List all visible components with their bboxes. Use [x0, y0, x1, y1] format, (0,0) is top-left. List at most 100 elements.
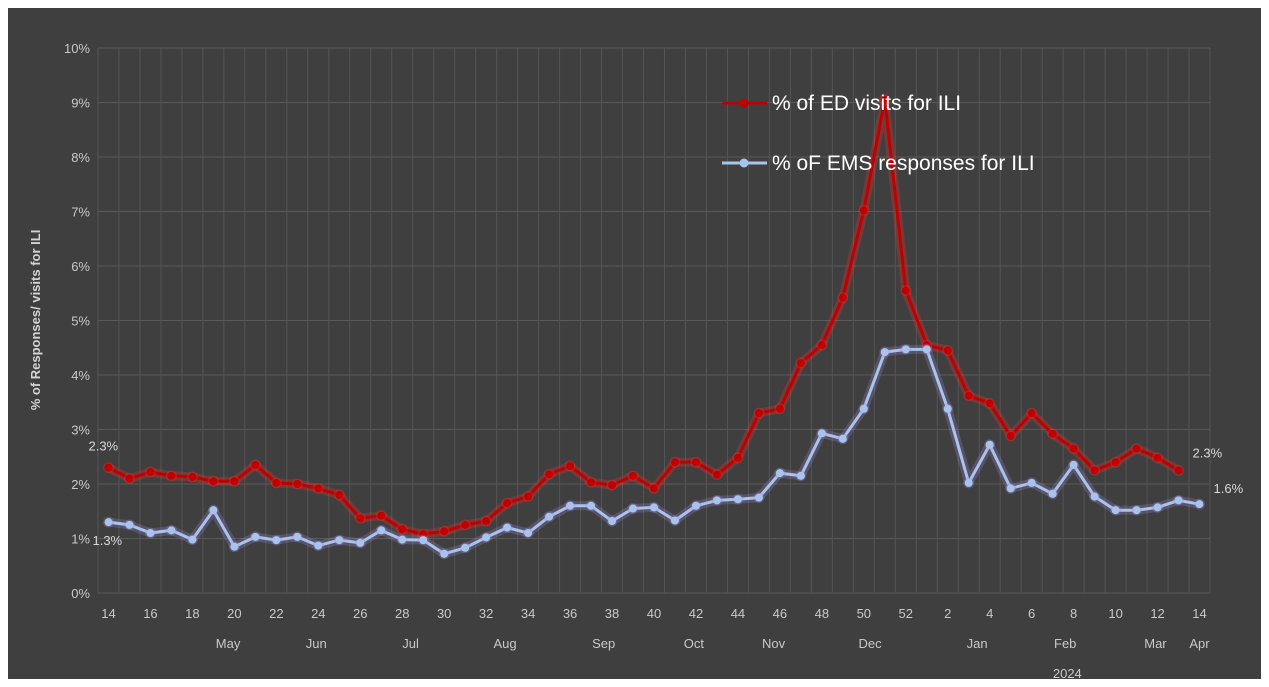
data-point: [943, 346, 952, 355]
data-point: [775, 469, 784, 478]
data-point: [1195, 500, 1204, 509]
data-point: [524, 529, 533, 538]
data-point: [650, 484, 658, 493]
data-point: [335, 490, 344, 499]
data-point: [503, 499, 512, 508]
data-point: [733, 453, 742, 462]
data-point: [712, 496, 721, 505]
data-point: [167, 471, 176, 480]
y-tick-label: 4%: [71, 368, 90, 383]
data-point: [482, 517, 491, 526]
x-tick-label: 30: [437, 606, 451, 621]
y-axis-label: % of Responses/ visits for ILI: [28, 230, 43, 411]
x-tick-label: 46: [773, 606, 787, 621]
month-label: May: [216, 636, 241, 651]
data-point: [1174, 496, 1183, 505]
data-point: [272, 536, 281, 545]
data-point: [566, 501, 575, 510]
data-point: [1174, 466, 1183, 475]
x-tick-label: 18: [185, 606, 199, 621]
data-point: [104, 518, 113, 527]
data-point: [230, 542, 239, 551]
data-point: [964, 478, 973, 487]
data-point: [859, 206, 868, 215]
data-point: [608, 517, 617, 526]
data-point: [608, 481, 617, 490]
month-label: Nov: [762, 636, 786, 651]
data-point: [1027, 409, 1036, 418]
data-point: [167, 526, 176, 535]
data-point: [125, 474, 134, 483]
y-tick-label: 9%: [71, 96, 90, 111]
data-point: [1048, 489, 1057, 498]
data-point: [691, 501, 700, 510]
legend-label-ems: % oF EMS responses for ILI: [772, 152, 1035, 175]
data-point: [314, 484, 323, 493]
data-point: [901, 345, 910, 354]
data-point: [293, 480, 302, 488]
series-layer: [102, 94, 1206, 560]
x-tick-label: 24: [311, 606, 325, 621]
data-point: [880, 348, 889, 357]
data-point: [587, 478, 596, 487]
series-line: [107, 98, 1180, 536]
data-point: [985, 440, 994, 449]
y-tick-label: 2%: [71, 477, 90, 492]
month-label: Jul: [402, 636, 419, 651]
x-tick-label: 2: [944, 606, 951, 621]
data-point: [461, 520, 470, 529]
data-labels: 2.3% 2.3% 1.3% 1.6%: [88, 439, 1243, 549]
data-point: [943, 404, 952, 413]
data-point: [754, 493, 763, 502]
y-tick-label: 1%: [71, 532, 90, 547]
x-tick-label: 4: [986, 606, 993, 621]
data-point: [146, 529, 155, 538]
x-tick-label: 6: [1028, 606, 1035, 621]
data-point: [146, 468, 155, 477]
month-label: Jan: [967, 636, 988, 651]
data-point: [670, 516, 679, 525]
y-tick-label: 5%: [71, 314, 90, 329]
data-point: [712, 470, 721, 479]
data-point: [545, 470, 554, 479]
legend-label-ed: % of ED visits for ILI: [772, 92, 961, 115]
data-point: [1153, 503, 1162, 512]
x-tick-label: 42: [689, 606, 703, 621]
series-ems-responses: [102, 343, 1206, 560]
data-point: [188, 472, 197, 481]
data-point: [209, 477, 218, 486]
y-tick-label: 0%: [71, 586, 90, 601]
data-point: [964, 391, 973, 400]
data-point: [817, 429, 826, 438]
data-point: [188, 535, 197, 544]
data-point: [796, 471, 805, 480]
data-point: [545, 512, 554, 521]
data-point: [293, 532, 302, 541]
data-point: [1132, 444, 1141, 453]
data-point: [440, 527, 449, 536]
data-point: [524, 492, 533, 501]
y-tick-label: 7%: [71, 205, 90, 220]
data-point: [985, 399, 994, 408]
data-point: [1027, 478, 1036, 487]
x-tick-label: 36: [563, 606, 577, 621]
month-label: Feb: [1054, 636, 1076, 651]
data-point: [901, 286, 910, 295]
x-tick-label: 10: [1108, 606, 1122, 621]
x-tick-label: 28: [395, 606, 409, 621]
data-point: [1111, 506, 1120, 515]
month-label: Dec: [859, 636, 883, 651]
y-tick-label: 8%: [71, 150, 90, 165]
data-point: [775, 404, 784, 413]
data-point: [1006, 484, 1015, 493]
x-tick-label: 8: [1070, 606, 1077, 621]
data-point: [733, 495, 742, 504]
data-point: [272, 478, 281, 487]
x-tick-label: 50: [857, 606, 871, 621]
data-point: [1069, 444, 1078, 453]
data-point: [440, 549, 449, 558]
data-point: [461, 543, 470, 552]
data-point: [377, 511, 386, 520]
